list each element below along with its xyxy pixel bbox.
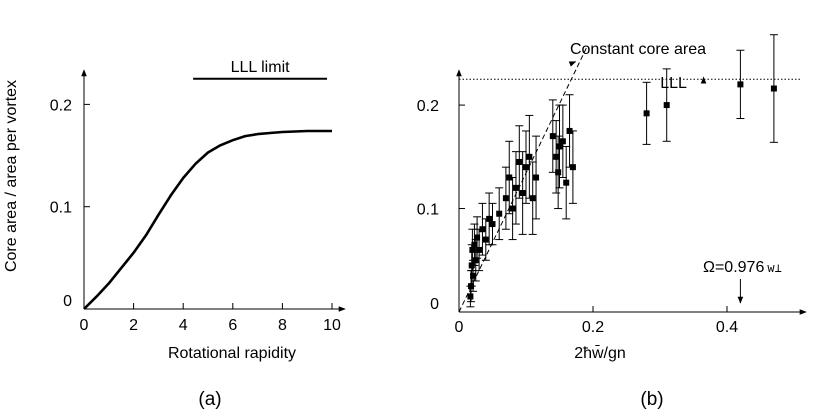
data-point [515,125,524,199]
lll-limit-label: LLL limit [231,59,291,76]
constant-core-area-label: Constant core area [570,41,706,58]
panel-a-y-tick-label: 0 [63,293,72,310]
data-point [481,218,490,261]
panel-a: 0 2 4 6 8 10 0 0.1 0.2 LLL limit Rotational rap… [3,59,346,410]
panel-b-y-tick-label: 0.2 [417,98,439,115]
panel-b-y-tick-label: 0.1 [417,202,439,219]
point-marker [516,158,523,165]
data-point [495,187,504,241]
panel-a-series [83,129,332,310]
point-marker [469,246,476,253]
omega-value: Ω=0.976 [703,259,764,276]
panel-b-annotations: Constant core area LLL Ω=0.976 w⊥ [568,41,782,304]
data-point [468,228,477,272]
point-marker [479,226,486,233]
data-point [532,135,541,220]
point-marker [643,110,650,117]
point-marker [523,164,529,171]
point-marker [563,179,570,186]
data-point [508,177,517,241]
panel-b-x-tick-label: 0.2 [582,319,604,336]
point-marker [486,215,493,222]
point-marker [526,153,533,160]
panel-a-x-tick-label: 0 [80,317,89,334]
panel-b-x-ticks: 0 0.2 0.4 [455,306,738,336]
point-marker [533,174,540,181]
panel-b-axes [456,69,807,315]
data-point [528,161,537,235]
omega-subscript: w⊥ [767,261,781,275]
data-point [642,81,651,145]
data-point [558,104,567,178]
point-marker [770,85,777,92]
data-point [769,34,778,143]
panel-a-x-tick-label: 8 [278,317,287,334]
panel-a-x-tick-label: 10 [323,317,341,334]
point-marker [467,293,474,300]
panel-a-x-tick-label: 4 [179,317,188,334]
point-marker [553,153,560,160]
panel-b: 0 0.2 0.4 0 0.1 0.2 Constant core area LLL Ω=0… [417,34,807,410]
data-point [736,49,745,120]
data-point [478,202,487,256]
data-point [568,130,577,204]
point-marker [496,210,503,217]
panel-a-y-tick-label: 0.2 [50,97,72,114]
panel-b-label: (b) [640,389,663,410]
point-marker [529,195,536,202]
panel-b-xlabel: 2ħw̄/gn [574,345,626,362]
data-point [518,151,527,235]
panel-a-x-ticks: 0 2 4 6 8 10 [80,303,341,334]
point-marker [502,195,509,202]
data-point [511,151,520,225]
panel-b-x-tick-label: 0.4 [716,319,738,336]
panel-b-x-tick-label: 0 [455,319,464,336]
point-marker [476,246,483,253]
point-marker [470,272,477,279]
panel-a-y-tick-label: 0.1 [50,200,72,217]
constant-core-area-arrow [568,61,577,67]
lll-label: LLL [660,75,687,92]
panel-a-axes [81,69,346,312]
point-marker [556,143,563,150]
point-marker [519,190,526,197]
point-marker [663,102,670,109]
panel-a-annotations: LLL limit [193,59,328,80]
point-marker [474,234,481,241]
point-marker [549,133,556,140]
data-point [662,68,671,142]
point-marker [489,221,496,228]
point-marker [555,169,562,176]
data-point [522,130,530,204]
point-marker [569,164,576,171]
point-marker [482,236,489,243]
panel-a-y-ticks: 0 0.1 0.2 [50,97,90,310]
panel-a-x-tick-label: 2 [129,317,138,334]
panel-a-ylabel: Core area / area per vortex [3,80,20,272]
data-point [562,145,571,220]
panel-b-y-tick-label: 0 [430,296,439,313]
data-point [525,114,534,199]
point-marker [512,184,519,191]
point-marker [472,257,479,264]
panel-a-curve [83,129,332,310]
point-marker [509,205,516,212]
omega-label: Ω=0.976 w⊥ [703,259,782,276]
point-marker [559,138,566,145]
panel-b-y-ticks: 0 0.1 0.2 [417,98,465,313]
panel-a-xlabel: Rotational rapidity [168,345,296,362]
panel-a-x-tick-label: 6 [228,317,237,334]
point-marker [471,241,478,248]
point-marker [737,81,744,88]
data-point [552,120,561,194]
panel-b-points [466,34,778,308]
data-point [501,166,510,230]
panel-a-label: (a) [198,389,221,410]
data-point [488,202,497,246]
